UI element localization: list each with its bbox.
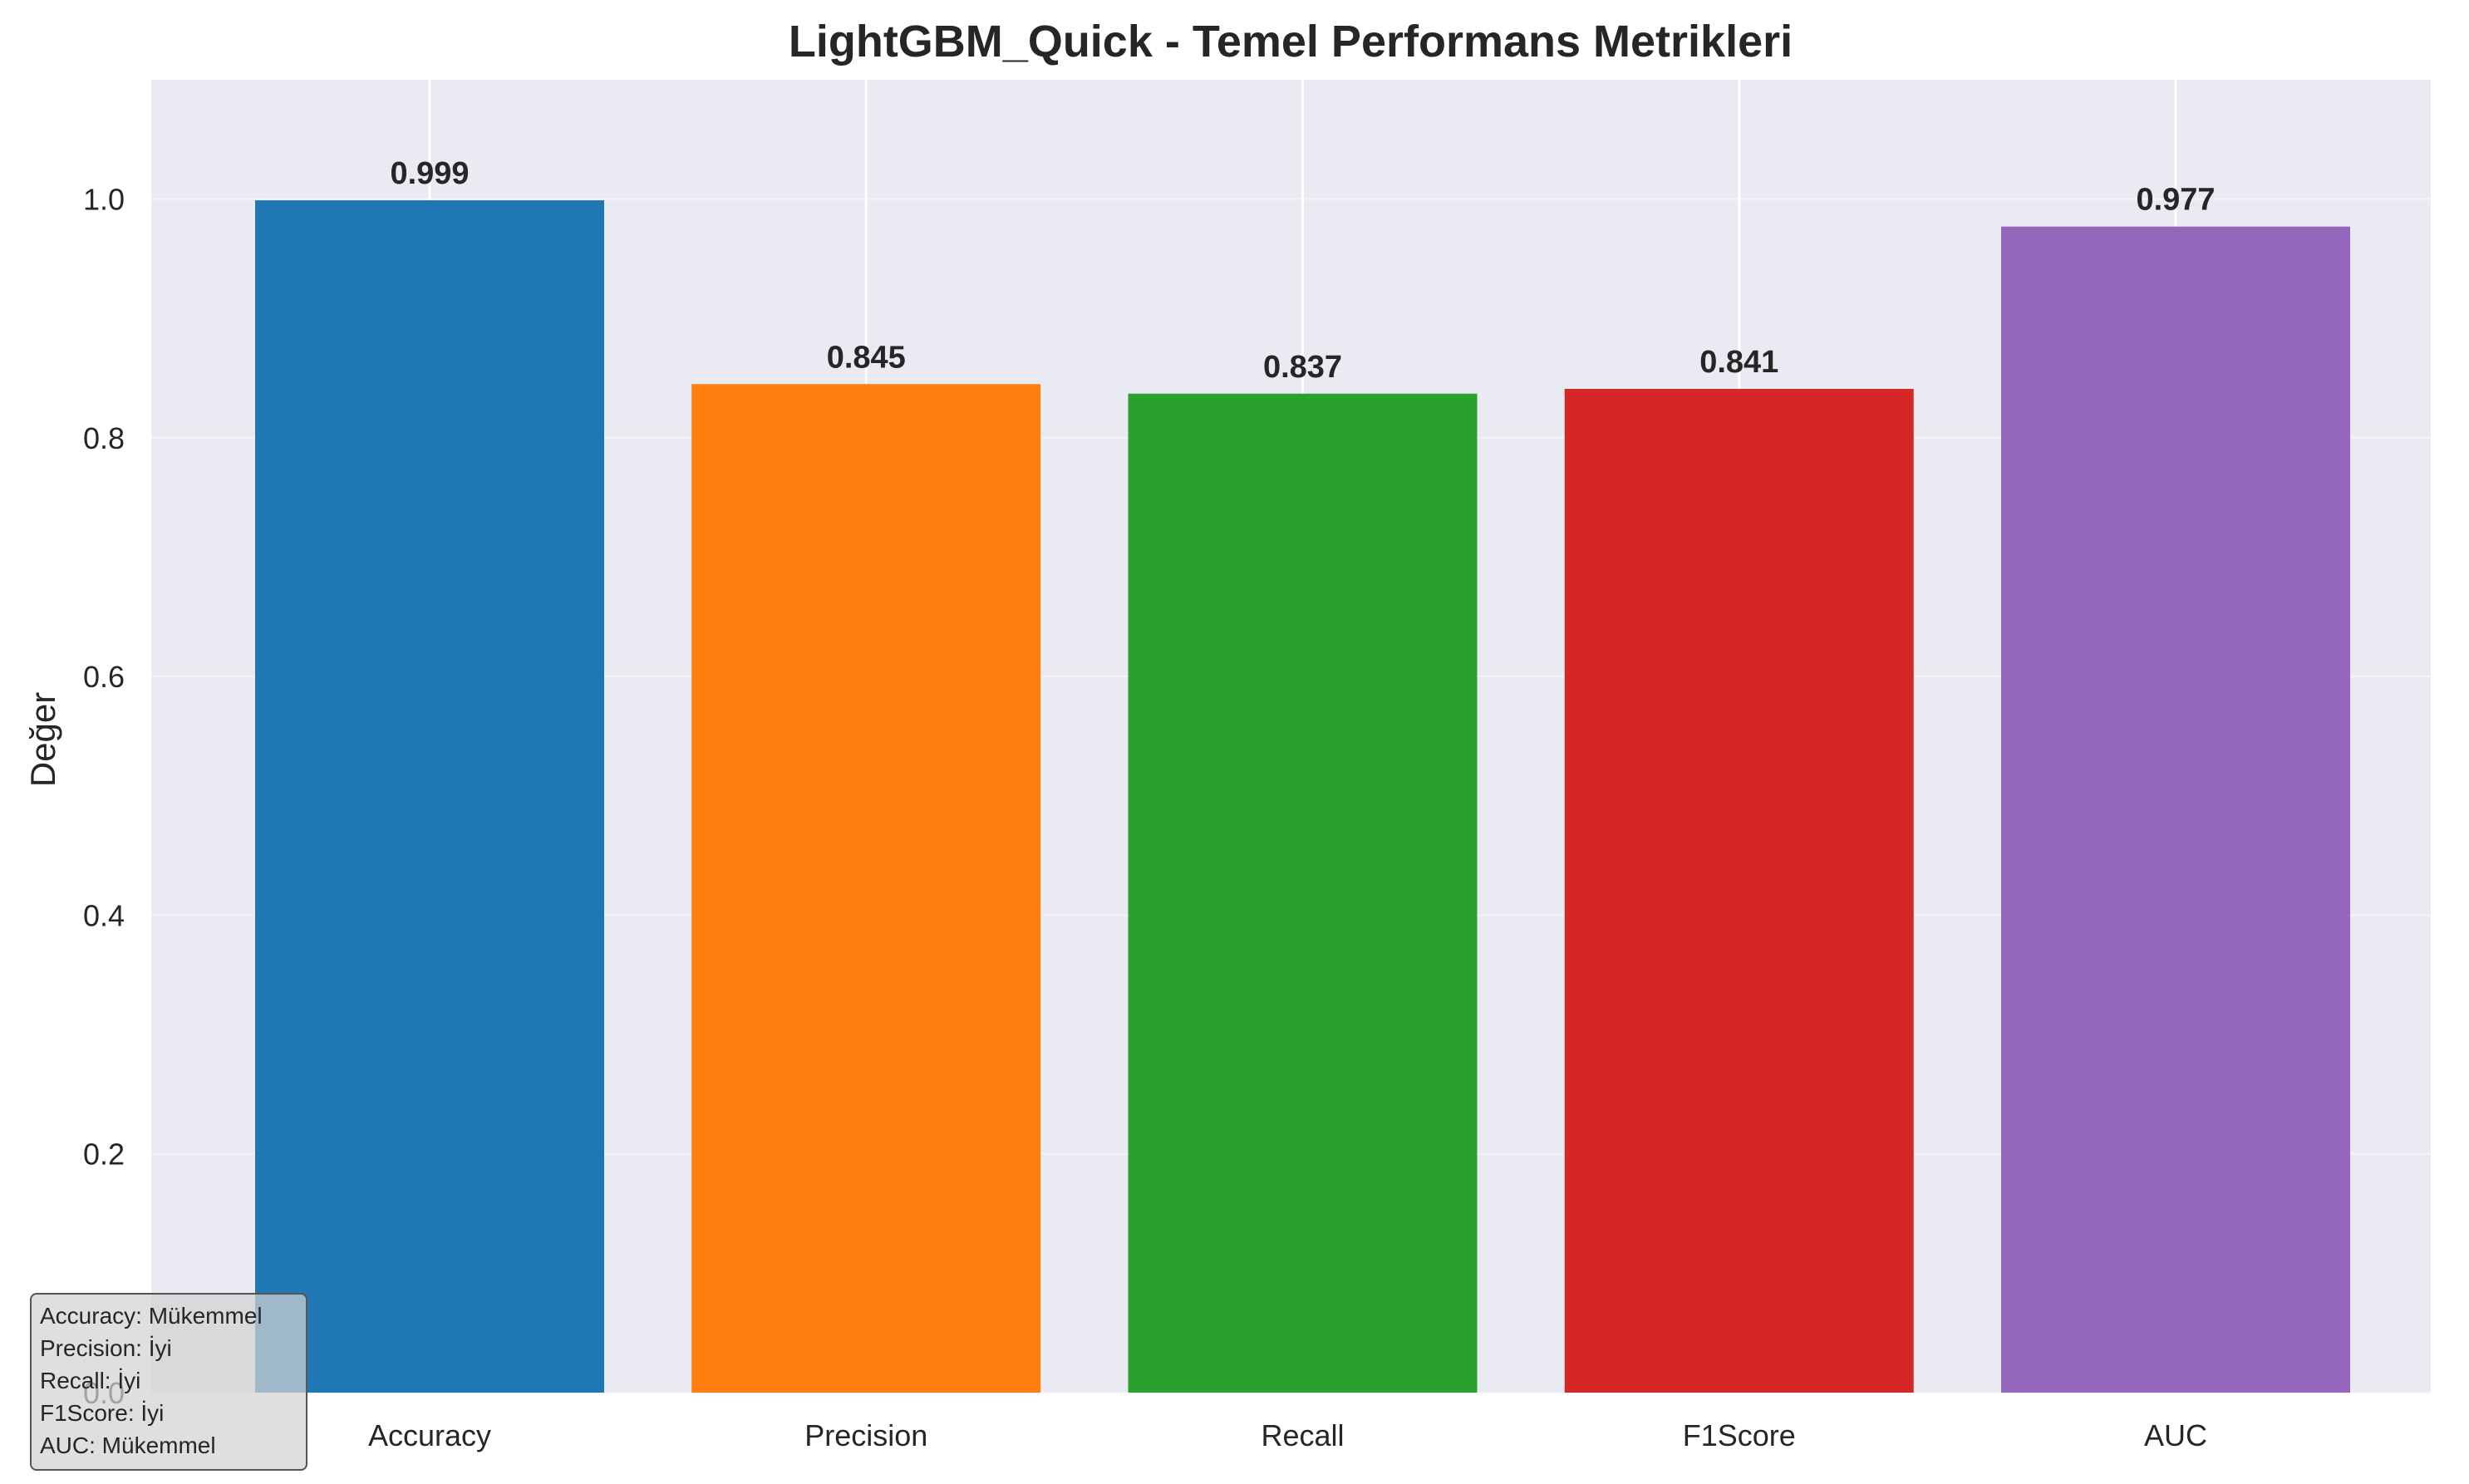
x-tick-label: Accuracy (368, 1418, 491, 1452)
value-labels: 0.999 0.845 0.837 0.841 0.977 (390, 156, 2215, 385)
annotation-line: AUC: Mükemmel (40, 1432, 216, 1458)
bar-auc (2001, 226, 2350, 1393)
y-tick-label: 0.2 (83, 1138, 125, 1172)
y-tick-label: 0.6 (83, 660, 125, 694)
x-tick-label: AUC (2144, 1418, 2207, 1452)
bar-value-label: 0.977 (2136, 183, 2215, 218)
chart-title: LightGBM_Quick - Temel Performans Metrik… (789, 17, 1793, 66)
bars (255, 200, 2350, 1393)
y-tick-label: 0.4 (83, 898, 125, 932)
bar-value-label: 0.837 (1263, 350, 1342, 385)
bar-value-label: 0.845 (827, 340, 906, 375)
bar-f1score (1564, 389, 1914, 1393)
x-tick-label: Recall (1261, 1418, 1344, 1452)
bar-recall (1128, 393, 1478, 1393)
annotation-line: Precision: İyi (40, 1335, 172, 1361)
x-tick-label: Precision (804, 1418, 927, 1452)
annotation-line: F1Score: İyi (40, 1400, 165, 1426)
annotation-box: Accuracy: Mükemmel Precision: İyi Recall… (30, 1293, 307, 1471)
y-axis-label: Değer (23, 692, 62, 787)
x-tick-label: F1Score (1683, 1418, 1796, 1452)
bar-precision (691, 384, 1041, 1393)
annotation-line: Recall: İyi (40, 1368, 141, 1393)
annotation-line: Accuracy: Mükemmel (40, 1303, 263, 1329)
y-tick-label: 0.8 (83, 421, 125, 455)
bar-value-label: 0.999 (390, 156, 469, 191)
bar-value-label: 0.841 (1699, 345, 1778, 380)
bar-accuracy (255, 200, 604, 1393)
y-tick-label: 1.0 (83, 183, 125, 217)
